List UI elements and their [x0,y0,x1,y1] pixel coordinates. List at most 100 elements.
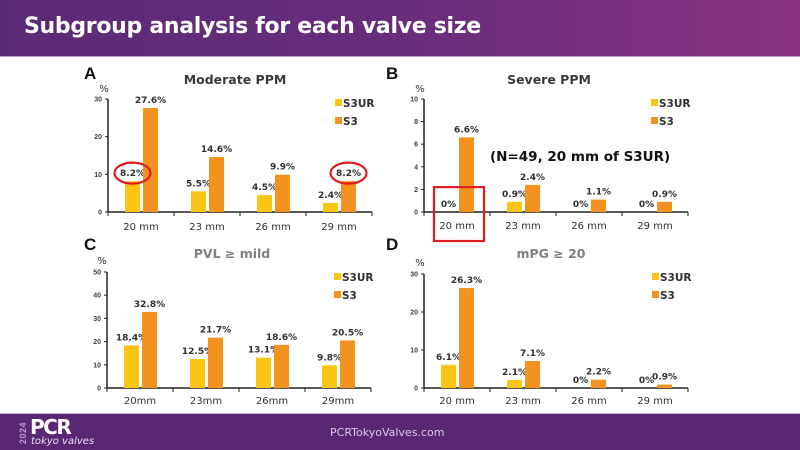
x-tick-label: 20 mm [439,396,474,407]
x-tick-label: 29 mm [321,222,356,233]
legend-label: S3 [660,290,675,302]
bar-s3 [657,384,672,388]
logo-main: PCR [30,415,72,439]
y-tick-label: 30 [410,272,418,279]
bar-s3ur [507,380,522,388]
logo-subtitle: tokyo valves [31,436,95,447]
x-tick-label: 20 mm [123,222,158,233]
data-label: 13.1% [248,346,279,356]
data-label: 14.6% [201,145,232,155]
slide-title: Subgroup analysis for each valve size [24,14,481,39]
bar-s3ur [190,359,205,388]
bar-s3ur [257,195,272,212]
data-label: 0.9% [652,190,677,200]
panel-letter: B [386,64,398,83]
legend-swatch [334,273,341,280]
chart-title: Severe PPM [507,72,591,87]
bar-s3ur [124,345,139,388]
x-tick-label: 20 mm [439,221,474,232]
bar-s3ur [191,191,206,212]
y-tick-label: 40 [93,293,101,300]
y-axis-label: % [415,84,425,95]
data-label: 0.9% [502,190,527,200]
data-label: 20.5% [332,328,363,338]
data-label: 2.4% [520,173,545,183]
legend-label: S3 [659,116,674,128]
logo-year: 2024 [18,421,28,445]
y-tick-label: 10 [410,348,418,355]
y-tick-label: 8 [414,119,418,126]
bar-s3 [340,340,355,388]
data-label: 18.4% [116,333,147,343]
legend-swatch [652,291,659,298]
legend-label: S3 [342,290,357,302]
data-label: 0% [639,376,654,386]
legend-swatch [652,273,659,280]
x-tick-label: 29 mm [637,221,672,232]
bar-s3 [274,344,289,388]
data-label: 12.5% [182,347,213,357]
legend-label: S3 [343,116,358,128]
y-tick-label: 30 [93,316,101,323]
chart-panel-c: C PVL ≥ mild% 0 10 20 30 40 50 20mm 23mm 26mm 29mm 1… [84,235,373,407]
x-tick-label: 23 mm [505,221,540,232]
bar-s3 [143,108,158,212]
x-tick-label: 23 mm [505,396,540,407]
legend-label: S3UR [342,272,373,284]
bar-s3 [341,181,356,212]
panel-letter: D [386,235,398,254]
bar-s3 [657,201,672,212]
x-tick-label: 26 mm [255,222,290,233]
panel-letter: A [84,64,96,83]
data-label: 9.9% [270,163,295,173]
y-tick-label: 0 [98,210,102,217]
y-tick-label: 0 [414,210,418,217]
y-tick-label: 2 [414,187,418,194]
y-tick-label: 20 [93,339,101,346]
data-label: 5.5% [186,179,211,189]
data-label: 4.5% [252,183,277,193]
data-label: 6.6% [454,125,479,135]
y-axis-label: % [99,84,109,95]
data-label: 2.2% [586,368,611,378]
bar-s3 [525,184,540,212]
data-label: 2.4% [318,191,343,201]
bar-s3 [591,379,606,388]
y-axis-label: % [415,258,425,269]
bar-s3ur [125,181,140,212]
panel-letter: C [84,235,96,254]
bar-s3 [525,361,540,388]
data-label: 1.1% [586,188,611,198]
chart-title: Moderate PPM [184,72,287,87]
legend-swatch [651,99,658,106]
y-tick-label: 10 [410,97,418,104]
y-axis-label: % [97,256,107,267]
x-tick-label: 23 mm [189,222,224,233]
bar-s3ur [322,365,337,388]
x-tick-label: 26 mm [571,396,606,407]
bar-s3 [459,288,474,388]
data-label: 7.1% [520,349,545,359]
data-label: 0.9% [652,373,677,383]
data-label: 0% [573,376,588,386]
data-label: 0% [639,200,654,210]
legend-label: S3UR [343,98,374,110]
y-tick-label: 0 [414,386,418,393]
y-tick-label: 10 [94,172,102,179]
legend-swatch [651,117,658,124]
legend-swatch [335,117,342,124]
x-tick-label: 29mm [322,396,354,407]
legend-label: S3UR [660,272,691,284]
data-label: 2.1% [502,368,527,378]
chart-title: mPG ≥ 20 [516,246,585,261]
legend-label: S3UR [659,98,690,110]
bar-s3ur [256,357,271,388]
pcr-tokyo-valves-logo: 2024 PCR tokyo valves [14,415,104,450]
x-tick-label: 20mm [124,396,156,407]
y-tick-label: 4 [414,164,418,171]
x-tick-label: 23mm [190,396,222,407]
highlight-circle [113,161,152,185]
bar-s3ur [323,202,338,212]
chart-panel-a: A Moderate PPM% 0 10 20 30 20 mm 23 mm 26 mm 29 m… [84,64,374,233]
